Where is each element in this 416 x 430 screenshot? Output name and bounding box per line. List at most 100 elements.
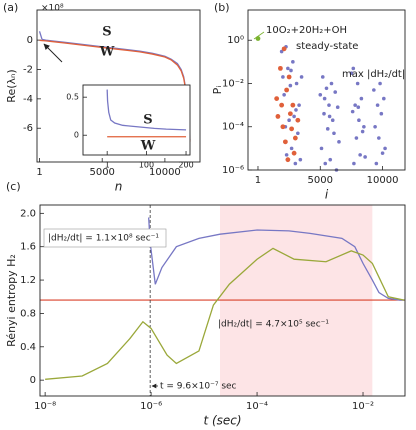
data-point (337, 140, 341, 144)
data-point (373, 124, 377, 129)
data-point (362, 124, 366, 129)
data-point (379, 111, 384, 116)
data-point (274, 96, 280, 102)
series-line (106, 89, 187, 131)
y-tick-label: 10⁻⁶ (222, 165, 244, 176)
data-point (325, 127, 330, 131)
data-point (293, 161, 298, 166)
y-tick-label: 1.2 (20, 275, 36, 286)
x-tick-label: 1 (36, 167, 42, 178)
annotation: steady-state (296, 41, 358, 52)
annotation: t = 9.6×10⁻⁷ sec (160, 382, 237, 392)
y-tick-label: 10⁰ (227, 35, 244, 46)
data-point (289, 68, 293, 73)
x-tick-label: 100 (139, 161, 154, 170)
x-tick-label: 10⁻⁶ (140, 401, 162, 412)
data-point (290, 102, 296, 108)
data-point (357, 118, 361, 123)
data-point (288, 83, 293, 88)
data-point (327, 114, 332, 119)
data-point (281, 75, 285, 79)
inset-pointer (43, 43, 63, 63)
y-tick-label: 10⁻⁴ (222, 122, 244, 133)
data-point (377, 136, 381, 140)
series-line (45, 247, 405, 380)
axes-frame (36, 9, 201, 163)
data-point (282, 92, 286, 97)
data-point (360, 129, 365, 134)
y-tick-label: -6 (23, 123, 33, 134)
y-tick-label: 0.4 (20, 342, 36, 353)
data-point (284, 153, 289, 157)
y-exponent: ×10⁸ (41, 4, 64, 14)
y-tick-label: 0.5 (66, 93, 79, 102)
data-point (279, 102, 285, 108)
y-tick-label: 0 (30, 375, 36, 386)
data-point (351, 66, 356, 71)
y-axis-label: Rényi entropy H₂ (5, 254, 18, 347)
data-point (289, 126, 295, 132)
data-point (378, 81, 382, 86)
data-point (382, 96, 386, 101)
data-point (363, 155, 367, 159)
y-tick-label: 0 (74, 131, 79, 140)
data-point (319, 146, 324, 151)
x-tick-label: 10000 (149, 167, 181, 178)
data-point (275, 114, 281, 119)
x-tick-label: 1 (105, 161, 110, 170)
x-tick-label: 10⁻⁸ (34, 401, 56, 412)
data-point (328, 157, 333, 162)
y-tick-label: 1.6 (20, 242, 36, 253)
annotation-box (43, 228, 167, 248)
data-point (335, 105, 340, 110)
data-point (329, 81, 334, 86)
data-point (322, 96, 327, 101)
data-point (286, 74, 292, 80)
data-point (323, 161, 328, 166)
data-point (296, 131, 300, 136)
panel-label: (b) (214, 1, 230, 14)
annotation: |dH₂/dt| = 1.1×10⁸ sec⁻¹ (48, 234, 159, 244)
x-axis-label: n (115, 180, 123, 194)
data-point (324, 86, 329, 91)
x-tick-label: 5000 (308, 175, 333, 186)
data-point (277, 65, 283, 71)
data-point (255, 36, 261, 41)
data-point (318, 92, 323, 97)
data-point (282, 139, 288, 145)
y-axis-label: Re(λₙ) (5, 69, 18, 102)
y-tick-label: 2.0 (20, 208, 36, 219)
data-point (284, 87, 290, 93)
data-point (291, 150, 297, 156)
panel-label: (c) (6, 180, 21, 193)
x-axis-label: i (325, 188, 329, 202)
data-point (292, 135, 298, 141)
panel-label: (a) (3, 1, 18, 14)
data-point (349, 71, 354, 75)
series-line (148, 217, 405, 301)
y-tick-label: 0.8 (20, 308, 36, 319)
data-point (374, 161, 379, 166)
x-tick-label: 10⁻⁴ (246, 401, 268, 412)
data-point (359, 96, 364, 101)
y-tick-label: 10⁻² (222, 78, 244, 89)
data-point (320, 75, 325, 79)
x-tick-label: 1 (255, 175, 261, 186)
data-point (289, 146, 294, 151)
data-point (353, 103, 357, 107)
data-point (355, 81, 360, 86)
data-point (354, 136, 359, 140)
series-label: W (140, 139, 156, 154)
annotation: max |dH₂/dt| (342, 69, 405, 80)
annotation-pointer (253, 31, 265, 40)
series-label: W (99, 45, 115, 60)
data-point (383, 146, 387, 151)
y-tick-label: 0 (27, 35, 33, 46)
x-axis-label: t (sec) (203, 414, 241, 428)
data-point (285, 157, 291, 163)
x-tick-label: 5000 (89, 167, 114, 178)
data-point (287, 118, 291, 123)
axes-frame (39, 204, 406, 397)
